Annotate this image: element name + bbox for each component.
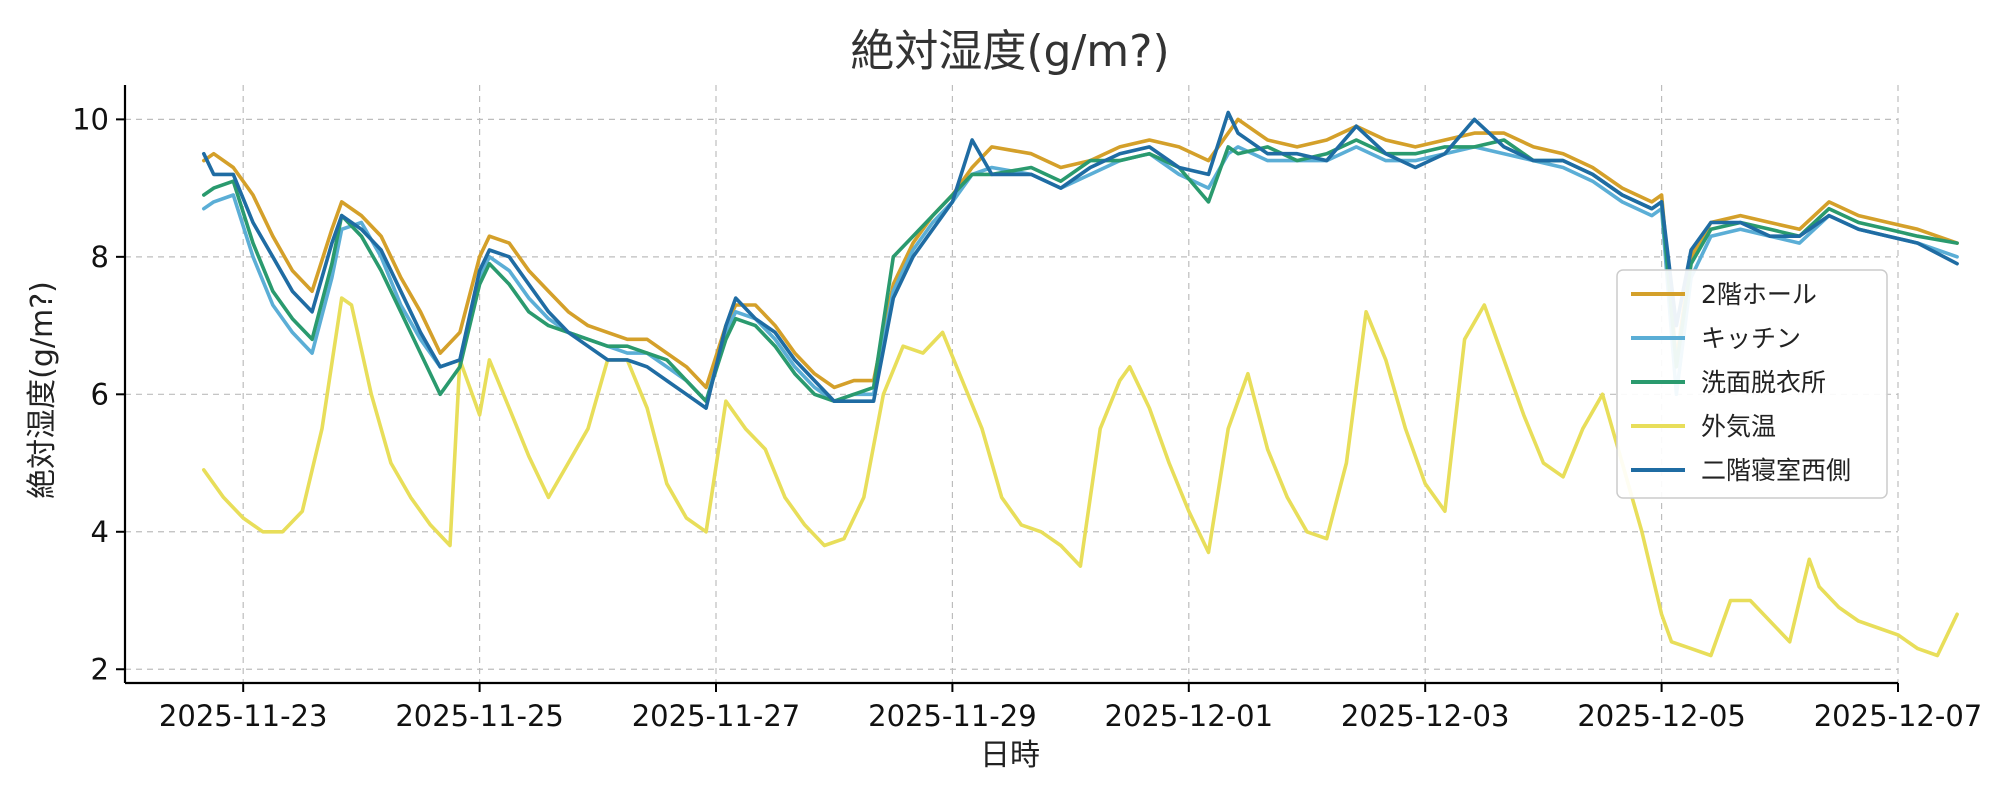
x-tick-label-1: 2025-11-25	[395, 699, 564, 733]
x-tick-label-2: 2025-11-27	[632, 699, 801, 733]
legend-label-3: 外気温	[1701, 412, 1776, 441]
axes	[123, 85, 1898, 685]
y-tick-label-2: 6	[91, 377, 109, 411]
x-tick-label-4: 2025-12-01	[1105, 699, 1274, 733]
x-axis-label: 日時	[980, 738, 1040, 773]
tick-labels: 2025-11-23 2025-11-25 2025-11-27 2025-11-29…	[72, 102, 1982, 733]
y-tick-label-1: 4	[91, 515, 109, 549]
legend-label-0: 2階ホール	[1701, 280, 1817, 309]
x-tick-label-6: 2025-12-05	[1577, 699, 1746, 733]
y-axis-label: 絶対湿度(g/m?)	[25, 281, 60, 499]
series-line-0	[202, 117, 1959, 390]
chart-title: 絶対湿度(g/m?)	[850, 26, 1169, 77]
series-line-3	[202, 296, 1959, 658]
y-tick-label-0: 2	[91, 652, 109, 686]
series-lines	[202, 110, 1959, 658]
legend-label-4: 二階寝室西側	[1701, 456, 1851, 485]
legend-label-2: 洗面脱衣所	[1701, 368, 1826, 397]
y-tick-label-4: 10	[72, 102, 109, 136]
legend-box	[1616, 269, 1888, 499]
x-tick-label-0: 2025-11-23	[159, 699, 328, 733]
x-tick-label-3: 2025-11-29	[868, 699, 1037, 733]
series-line-4	[202, 110, 1959, 410]
x-tick-label-7: 2025-12-07	[1814, 699, 1983, 733]
y-tick-label-3: 8	[91, 240, 109, 274]
legend-label-1: キッチン	[1701, 324, 1801, 353]
x-tick-label-5: 2025-12-03	[1341, 699, 1510, 733]
